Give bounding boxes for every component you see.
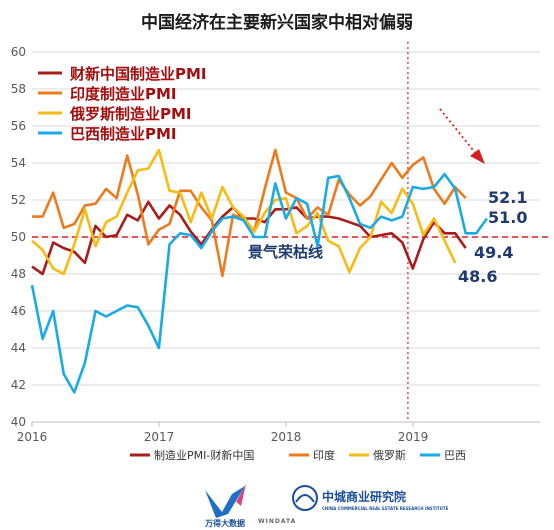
logo-graphics — [205, 484, 318, 518]
axis-layer: 40 42 44 46 48 50 52 54 56 58 60 2016 2017 2018 2019 — [11, 45, 540, 444]
research-logo-sub: CHINA COMMERCIAL REAL ESTATE RESEARCH IN… — [322, 506, 449, 511]
legend-label: 财新中国制造业PMI — [70, 65, 207, 83]
y-tick-label: 48 — [11, 267, 26, 281]
y-tick-label: 40 — [11, 415, 26, 429]
reference-layer: 景气荣枯线 — [32, 42, 550, 422]
arrow-shaft — [439, 108, 478, 156]
bottom-legend-label: 巴西 — [444, 449, 466, 462]
y-tick-label: 58 — [11, 82, 26, 96]
wind-logo-sub: WINDATA — [258, 518, 297, 525]
y-tick-label: 50 — [11, 230, 26, 244]
reference-line-label: 景气荣枯线 — [248, 243, 323, 261]
footer-logos: 万得大数据 WINDATA 中城商业研究院 CHINA COMMERCIAL R… — [0, 480, 554, 530]
bottom-legend-label: 制造业PMI-财新中国 — [154, 448, 254, 462]
series-line-巴西 — [30, 172, 488, 394]
legend-layer: 财新中国制造业PMI 印度制造业PMI 俄罗斯制造业PMI 巴西制造业PMI 制造业PM… — [38, 65, 466, 462]
wind-logo-icon — [205, 486, 245, 518]
end-value-label: 49.4 — [474, 243, 513, 262]
y-tick-label: 60 — [11, 45, 26, 59]
chart-title: 中国经济在主要新兴国家中相对偏弱 — [141, 13, 413, 33]
legend-label: 印度制造业PMI — [70, 85, 177, 103]
research-logo-label: 中城商业研究院 — [322, 490, 407, 504]
bottom-legend-label: 俄罗斯 — [373, 449, 406, 462]
legend-label: 俄罗斯制造业PMI — [69, 105, 192, 123]
y-tick-label: 54 — [11, 156, 26, 170]
series-line-财新中国 — [31, 200, 467, 276]
x-tick-label: 2017 — [144, 430, 175, 444]
wind-logo-accent-icon — [225, 484, 246, 506]
y-tick-label: 46 — [11, 304, 26, 318]
research-logo-icon — [292, 485, 318, 511]
y-tick-label: 42 — [11, 378, 26, 392]
end-value-label: 52.1 — [488, 188, 527, 207]
end-label-layer: 52.151.0 49.4 48.6 — [458, 188, 527, 286]
arrow-head — [470, 149, 485, 164]
line-chart: 景气荣枯线 40 42 44 46 48 50 52 54 56 58 60 2016 2017 2018… — [11, 42, 550, 462]
x-tick-label: 2016 — [17, 430, 48, 444]
series-line-俄罗斯 — [31, 148, 457, 276]
x-tick-label: 2019 — [398, 430, 429, 444]
y-tick-label: 56 — [11, 119, 26, 133]
bottom-legend-label: 印度 — [313, 448, 335, 462]
y-tick-label: 52 — [11, 193, 26, 207]
x-tick-label: 2018 — [271, 430, 302, 444]
trend-arrow — [439, 108, 485, 164]
legend-label: 巴西制造业PMI — [70, 125, 177, 143]
y-tick-label: 44 — [11, 341, 26, 355]
wind-logo-label: 万得大数据 — [205, 519, 245, 528]
series-layer — [30, 148, 488, 394]
end-value-label: 51.0 — [488, 208, 527, 227]
end-value-label: 48.6 — [458, 267, 497, 286]
